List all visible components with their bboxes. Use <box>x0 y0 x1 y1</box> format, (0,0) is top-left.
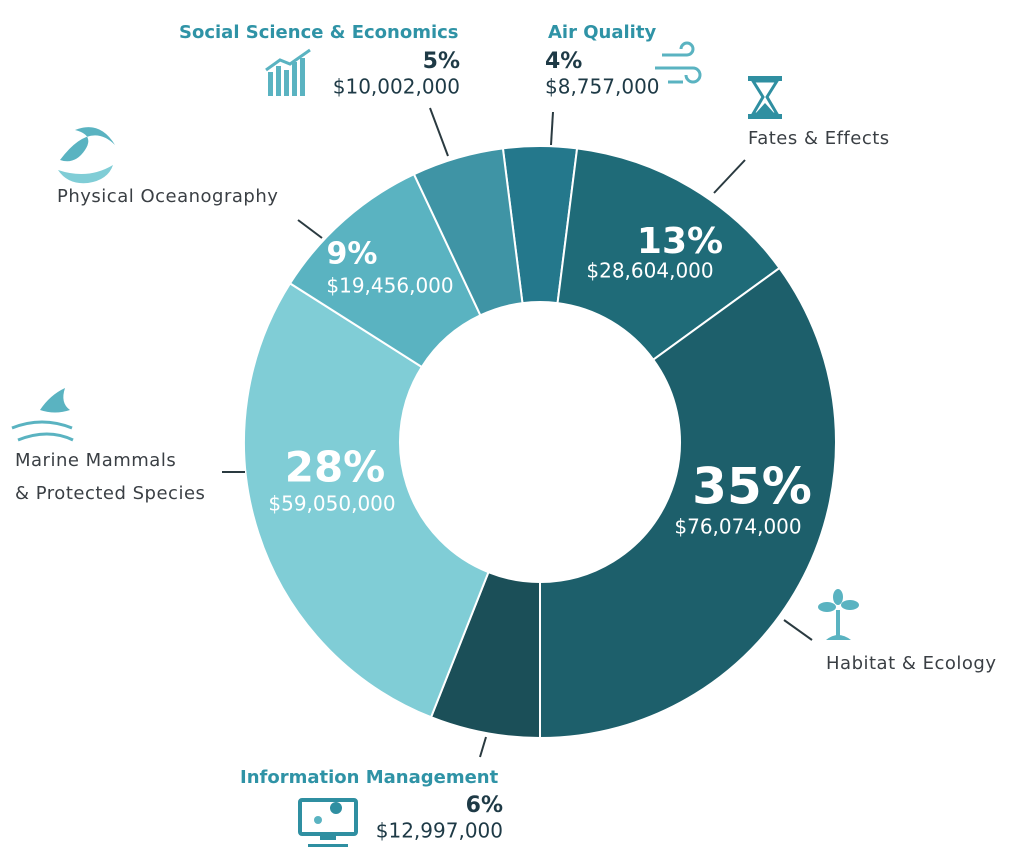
monitor-icon <box>298 798 358 847</box>
leader-line <box>297 219 323 239</box>
slice-name: Fates & Effects <box>748 128 890 149</box>
slice-name: Habitat & Ecology <box>826 653 997 674</box>
amount-label: $28,604,000 <box>586 259 713 283</box>
slice <box>539 266 837 740</box>
chart-icon <box>265 48 311 96</box>
hourglass-icon <box>748 76 782 119</box>
plant-icon <box>818 589 859 640</box>
amount-label: $12,997,000 <box>376 819 503 843</box>
percent-label: 35% <box>692 458 812 516</box>
slice-name: Physical Oceanography <box>57 186 279 207</box>
slice <box>243 282 490 719</box>
whale-icon <box>11 388 74 442</box>
percent-label: 6% <box>466 793 503 818</box>
slice <box>412 147 524 317</box>
wave-icon <box>58 127 115 184</box>
amount-label: $59,050,000 <box>268 492 395 516</box>
slice-name: Social Science & Economics <box>179 22 459 43</box>
wind-icon <box>655 41 702 84</box>
slice-name: Information Management <box>240 767 499 788</box>
slice-name: Marine Mammals & Protected Species <box>15 450 206 504</box>
slice-name: Air Quality <box>548 22 657 43</box>
percent-label: 9% <box>327 237 378 272</box>
percent-label: 4% <box>545 49 582 74</box>
amount-label: $8,757,000 <box>545 75 660 99</box>
percent-label: 5% <box>423 49 460 74</box>
percent-label: 13% <box>637 221 723 262</box>
amount-label: $19,456,000 <box>326 274 453 298</box>
leader-line <box>550 111 554 146</box>
leader-line <box>429 107 449 157</box>
amount-label: $76,074,000 <box>674 515 801 539</box>
leader-line <box>783 619 813 641</box>
percent-label: 28% <box>285 443 386 492</box>
leader-line <box>713 159 746 194</box>
leader-line <box>479 736 487 758</box>
slice <box>556 147 781 362</box>
amount-label: $10,002,000 <box>333 75 460 99</box>
icons <box>11 41 859 847</box>
